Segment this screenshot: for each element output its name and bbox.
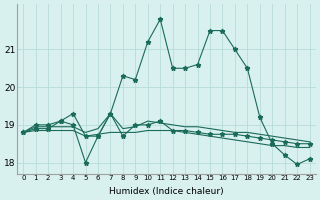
X-axis label: Humidex (Indice chaleur): Humidex (Indice chaleur): [109, 187, 224, 196]
